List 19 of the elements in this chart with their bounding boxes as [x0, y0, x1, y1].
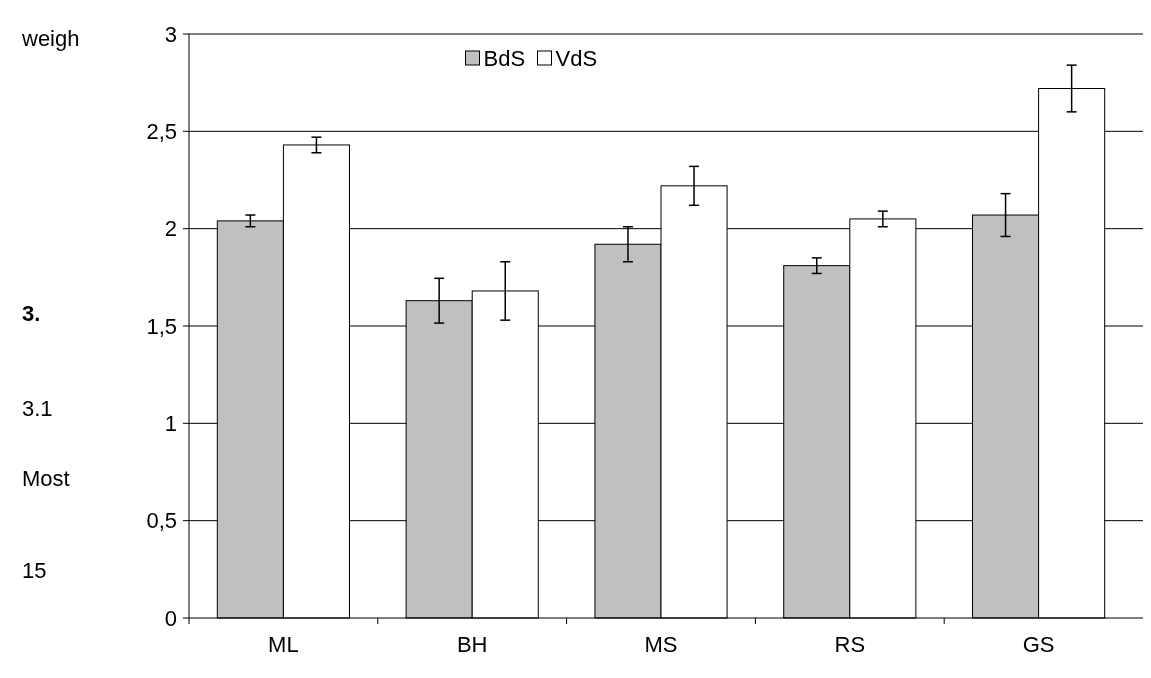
y-tick-label: 0,5	[146, 508, 177, 534]
text: Most	[22, 465, 70, 491]
legend-label: BdS	[483, 45, 526, 71]
x-tick-label: ML	[268, 632, 299, 657]
y-tick-label: 3	[164, 21, 177, 47]
legend-label: VdS	[555, 45, 598, 71]
text: 3.1	[22, 395, 53, 421]
y-tick-label: 0	[164, 605, 177, 631]
x-tick-label: GS	[1022, 632, 1055, 657]
x-tick-label: RS	[834, 632, 866, 657]
x-tick-label: BH	[456, 632, 488, 657]
y-tick-label: 2,5	[146, 119, 177, 145]
x-tick-label: MS	[644, 632, 678, 657]
text: 3.	[22, 300, 41, 326]
y-tick-label: 2	[164, 216, 177, 242]
y-tick-label: 1,5	[146, 313, 177, 339]
text: 15	[22, 557, 47, 583]
text: weigh	[21, 25, 80, 51]
y-tick-label: 1	[164, 411, 177, 437]
